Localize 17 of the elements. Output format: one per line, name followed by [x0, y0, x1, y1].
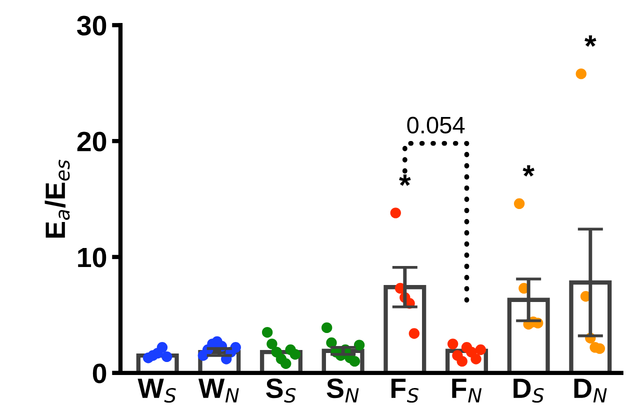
x-tick-label: W$_{S}$	[138, 378, 176, 403]
annotation: 0.054	[407, 116, 465, 134]
annotation: *	[584, 35, 596, 47]
x-tick-label: S$_{S}$	[266, 378, 296, 403]
y-tick-label: 30	[77, 16, 106, 36]
x-tick-label: F$_{N}$	[452, 378, 482, 402]
y-tick-label: 0	[92, 364, 106, 384]
y-axis-title: E$_{a}$/E$_{es}$	[44, 160, 70, 238]
x-tick-label: D$_{S}$	[514, 378, 544, 403]
y-tick-label: 20	[77, 132, 106, 152]
x-tick-label: W$_{N}$	[198, 378, 239, 402]
x-tick-label: S$_{N}$	[326, 378, 359, 402]
y-tick-label: 10	[78, 248, 106, 268]
annotation: *	[399, 174, 411, 186]
x-tick-label: F$_{S}$	[391, 378, 419, 403]
x-tick-label: D$_{N}$	[574, 378, 607, 402]
annotation: *	[522, 165, 534, 177]
